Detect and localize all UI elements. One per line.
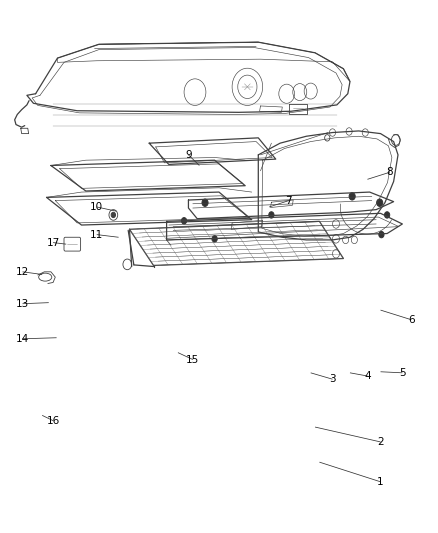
Text: 10: 10 <box>90 202 103 212</box>
Text: 9: 9 <box>185 150 192 160</box>
Circle shape <box>202 199 208 206</box>
Text: 4: 4 <box>364 371 371 381</box>
Text: 3: 3 <box>329 374 336 384</box>
Text: 17: 17 <box>46 238 60 247</box>
Text: 13: 13 <box>16 298 29 309</box>
Circle shape <box>379 231 384 238</box>
Circle shape <box>349 192 355 200</box>
Circle shape <box>269 212 274 218</box>
Circle shape <box>181 217 187 224</box>
Circle shape <box>212 236 217 242</box>
Text: 12: 12 <box>16 267 29 277</box>
Text: 2: 2 <box>377 437 384 447</box>
Circle shape <box>377 199 383 206</box>
Text: 5: 5 <box>399 368 406 378</box>
Circle shape <box>111 212 116 217</box>
Circle shape <box>385 212 390 218</box>
Text: 14: 14 <box>16 334 29 344</box>
Text: 16: 16 <box>46 416 60 426</box>
Text: 6: 6 <box>408 314 414 325</box>
Text: 1: 1 <box>377 477 384 487</box>
Text: 15: 15 <box>186 354 199 365</box>
Text: 11: 11 <box>90 230 103 240</box>
Text: 7: 7 <box>286 196 292 206</box>
Text: 8: 8 <box>386 167 392 177</box>
